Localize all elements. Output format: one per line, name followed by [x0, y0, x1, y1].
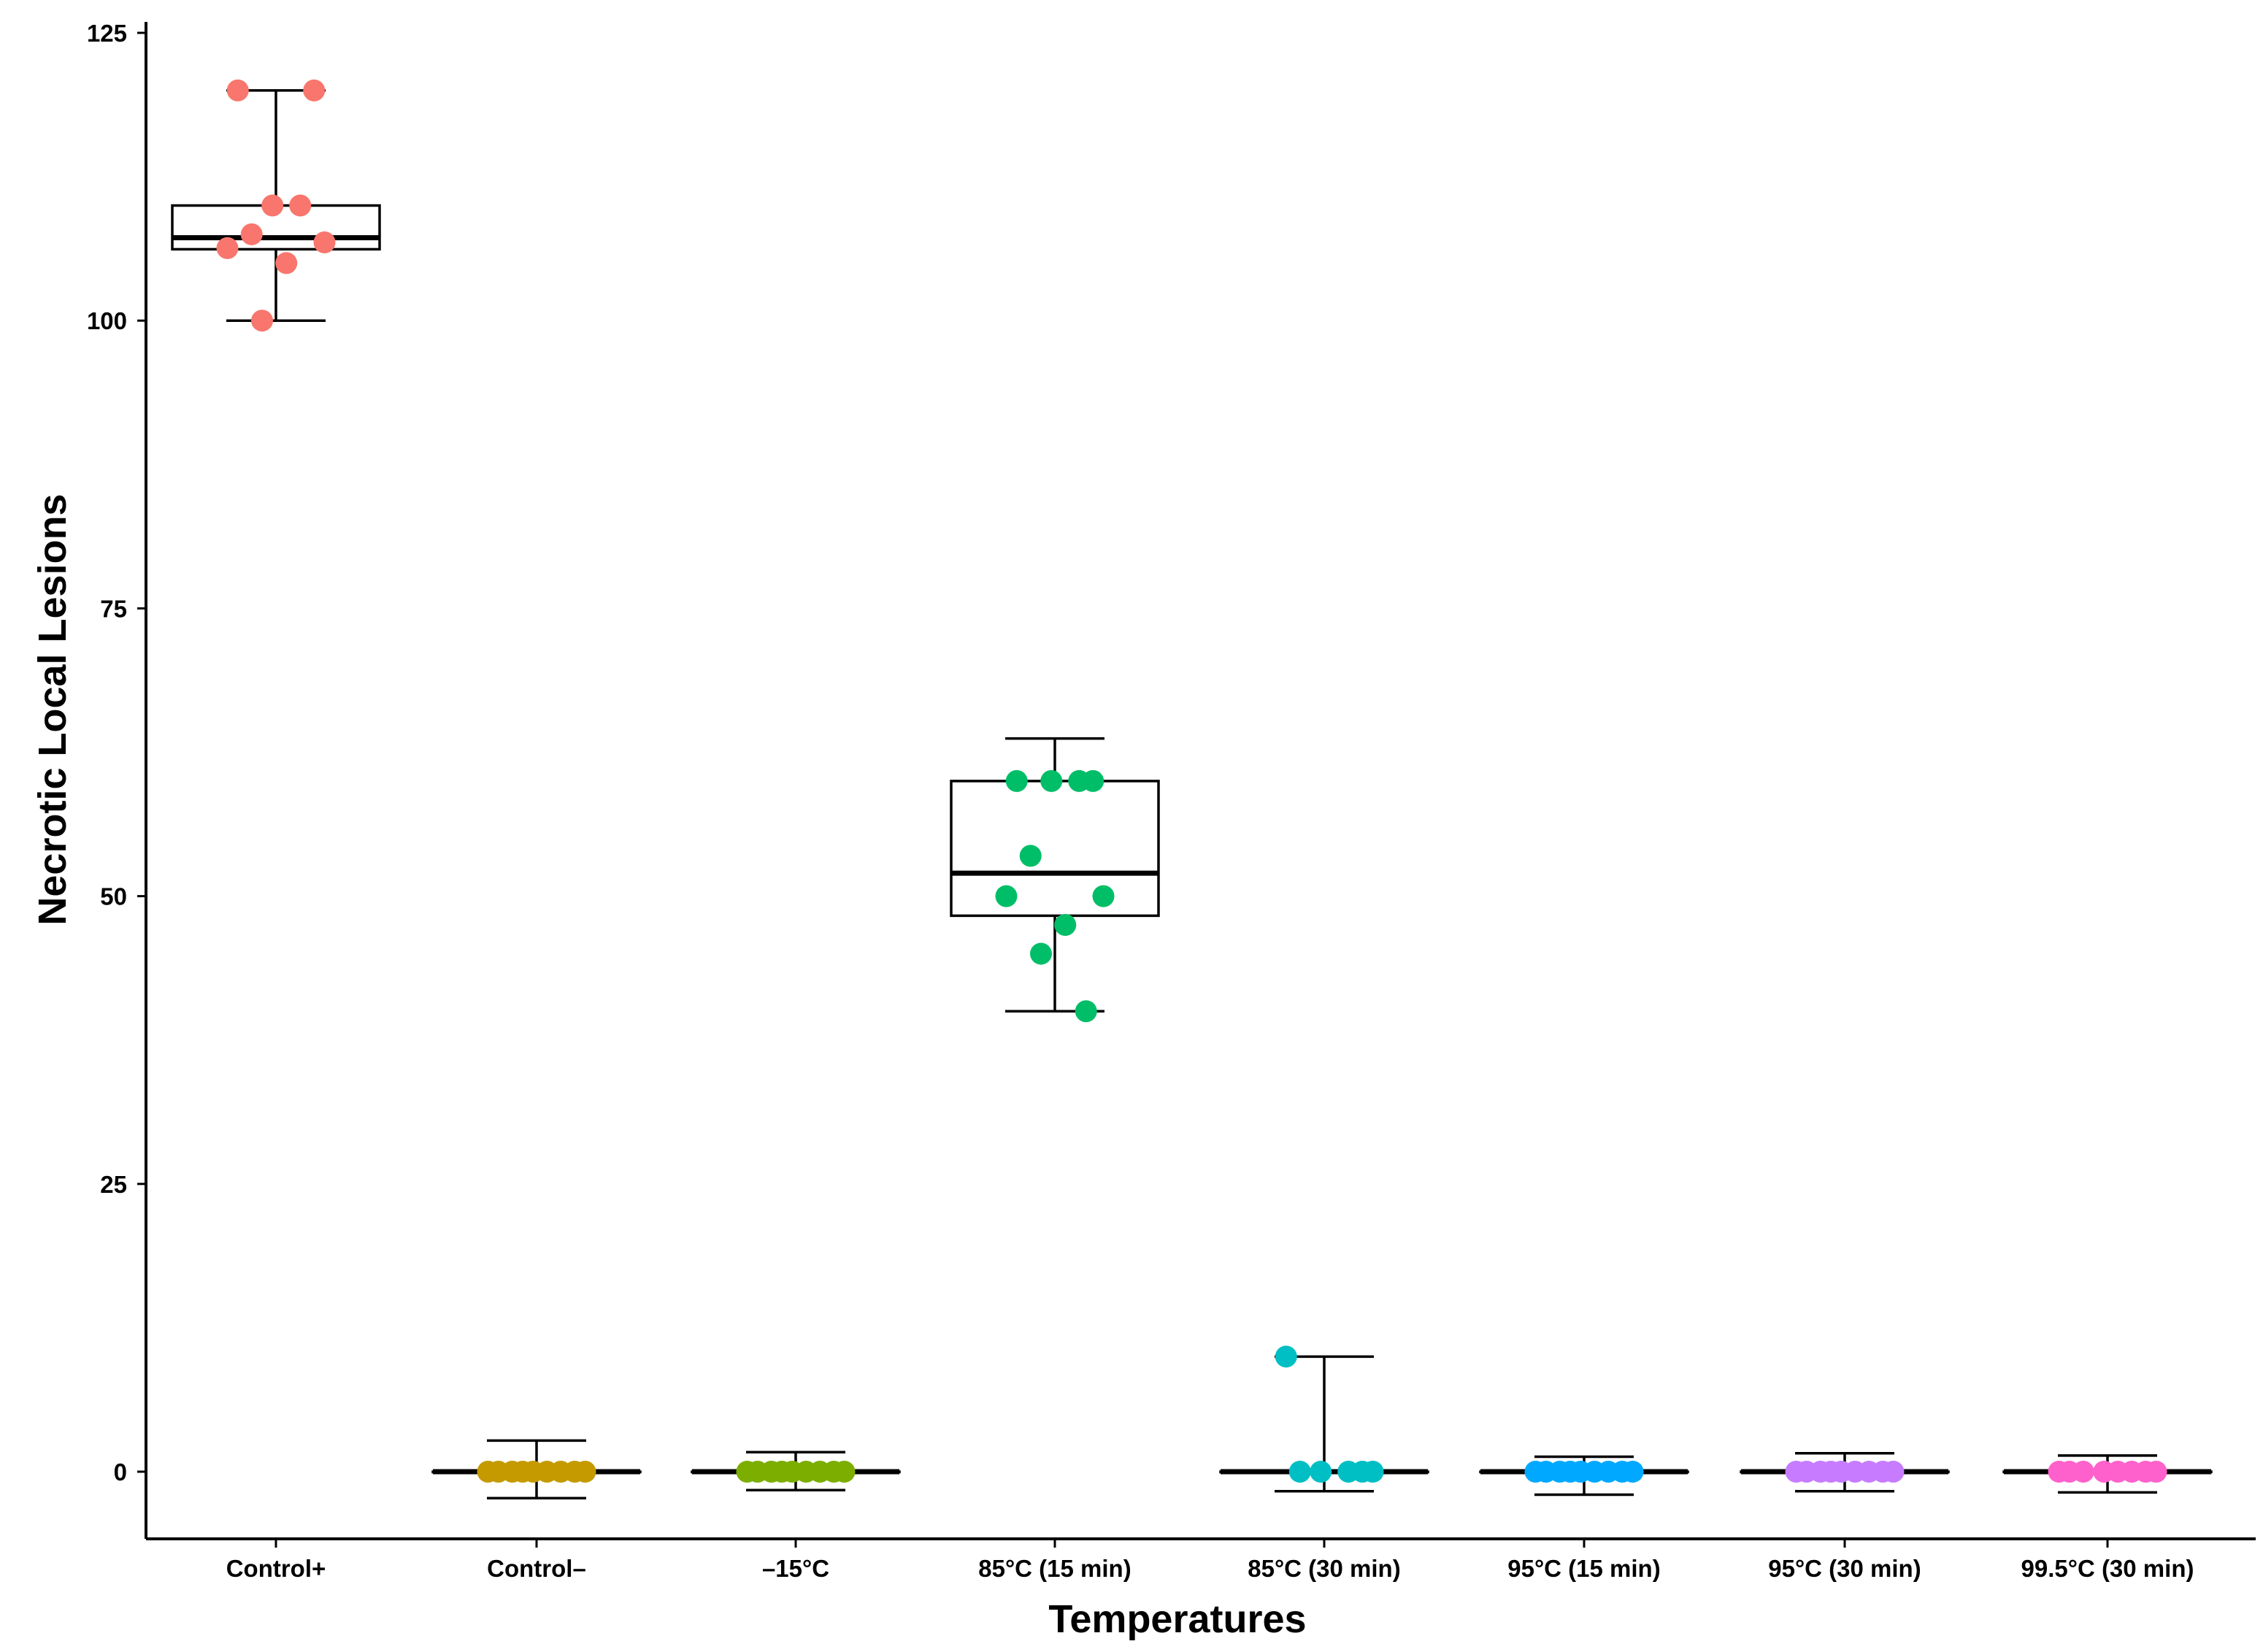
y-tick-label: 0 — [114, 1459, 127, 1486]
box-group-layer — [171, 89, 2213, 1500]
data-point — [226, 79, 249, 101]
point-layer — [216, 79, 2167, 1483]
data-point — [2072, 1461, 2094, 1483]
x-tick-label: –15°C — [762, 1555, 829, 1582]
data-point — [275, 252, 298, 274]
data-point — [1030, 942, 1052, 965]
data-point — [2145, 1461, 2167, 1483]
x-axis-title: Temperatures — [1048, 1597, 1306, 1641]
data-point — [1820, 1461, 1842, 1483]
data-point — [1559, 1461, 1581, 1483]
box-group — [950, 737, 1160, 1013]
data-point — [1288, 1461, 1311, 1483]
y-tick-label: 50 — [100, 883, 127, 910]
data-point — [261, 194, 284, 217]
data-point — [1275, 1345, 1297, 1368]
data-point — [771, 1461, 793, 1483]
data-point — [1075, 1000, 1097, 1023]
y-tick-label: 125 — [87, 20, 127, 47]
data-point — [1337, 1461, 1360, 1483]
x-tick-label: Control– — [487, 1555, 586, 1582]
data-point — [736, 1461, 758, 1483]
data-point — [240, 223, 263, 245]
data-point — [1068, 769, 1091, 792]
y-tick-label: 25 — [100, 1171, 127, 1198]
data-point — [1583, 1461, 1606, 1483]
data-point — [1844, 1461, 1867, 1483]
iqr-box — [950, 780, 1160, 918]
data-point — [251, 310, 273, 332]
axes — [137, 22, 2256, 1548]
data-point — [1524, 1461, 1547, 1483]
y-tick-label: 100 — [87, 307, 127, 334]
data-point — [1040, 769, 1063, 792]
data-point — [1621, 1461, 1644, 1483]
data-point — [512, 1461, 534, 1483]
data-point — [216, 237, 239, 259]
data-point — [1310, 1461, 1332, 1483]
x-tick-label: 85°C (15 min) — [978, 1555, 1131, 1582]
data-point — [303, 79, 326, 101]
data-point — [995, 885, 1018, 907]
data-point — [477, 1461, 499, 1483]
y-tick-label: 75 — [100, 595, 127, 622]
data-point — [313, 231, 336, 253]
y-axis-title: Necrotic Local Lesions — [31, 493, 74, 925]
data-point — [833, 1461, 856, 1483]
x-tick-label: 85°C (30 min) — [1248, 1555, 1400, 1582]
data-point — [795, 1461, 818, 1483]
data-point — [1005, 769, 1028, 792]
x-tick-label: 95°C (15 min) — [1507, 1555, 1660, 1582]
data-point — [536, 1461, 558, 1483]
x-tick-label: Control+ — [226, 1555, 326, 1582]
label-layer: Temperatures Necrotic Local Lesions 0 25 5… — [31, 20, 2194, 1641]
data-point — [1785, 1461, 1807, 1483]
data-point — [1882, 1461, 1905, 1483]
data-point — [2107, 1461, 2129, 1483]
data-point — [574, 1461, 596, 1483]
data-point — [2048, 1461, 2070, 1483]
x-tick-label: 95°C (30 min) — [1768, 1555, 1921, 1582]
data-point — [1361, 1461, 1384, 1483]
x-tick-label: 99.5°C (30 min) — [2021, 1555, 2194, 1582]
data-point — [1092, 885, 1115, 907]
data-point — [289, 194, 312, 217]
data-point — [1019, 845, 1042, 867]
data-point — [1054, 914, 1077, 937]
